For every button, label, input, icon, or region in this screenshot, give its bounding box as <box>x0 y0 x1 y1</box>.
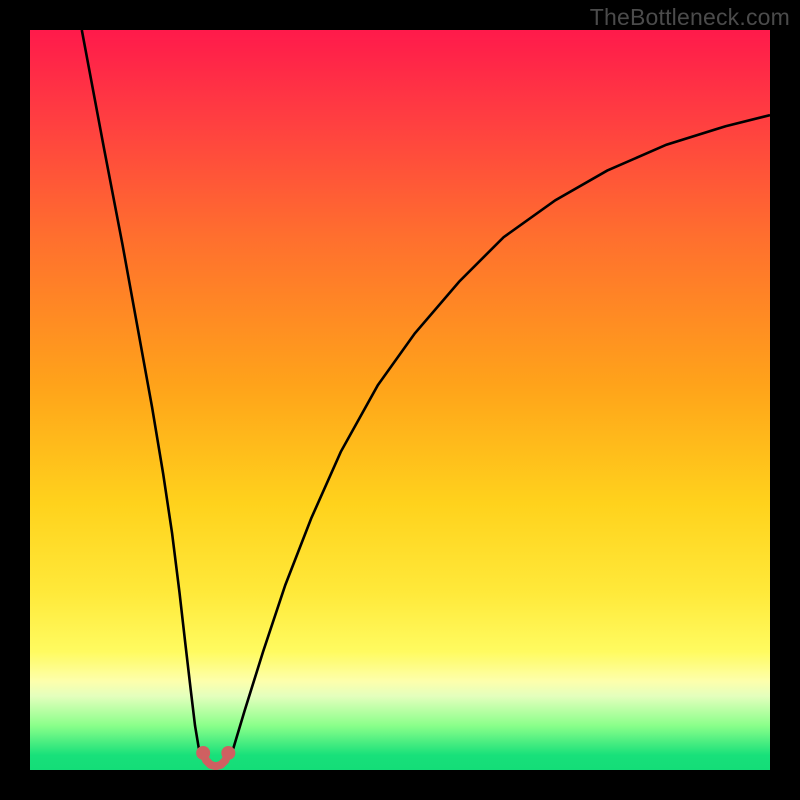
watermark-text: TheBottleneck.com <box>590 4 790 31</box>
canvas: TheBottleneck.com <box>0 0 800 800</box>
plot-area <box>30 30 770 770</box>
gradient-background <box>30 30 770 770</box>
